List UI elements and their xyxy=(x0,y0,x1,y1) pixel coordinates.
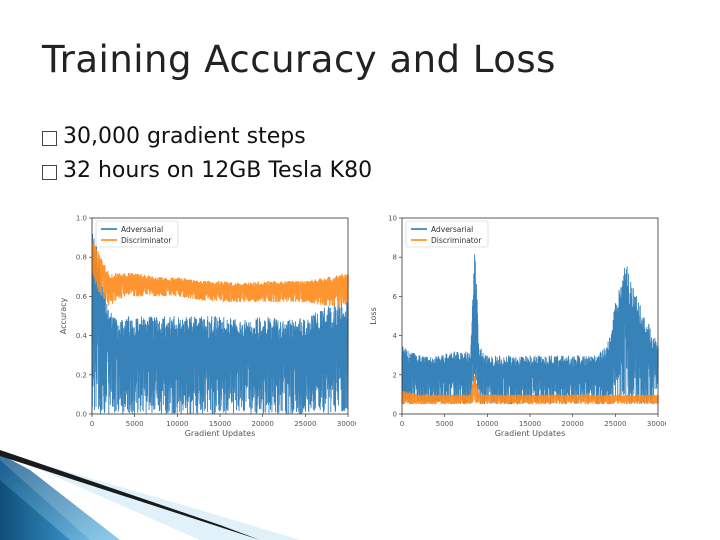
y-tick-label: 0.8 xyxy=(76,254,87,262)
y-tick-label: 6 xyxy=(393,293,398,301)
bullet-text: 32 hours on 12GB Tesla K80 xyxy=(63,158,373,183)
x-tick-label: 20000 xyxy=(252,420,274,428)
y-tick-label: 10 xyxy=(388,215,397,223)
legend: Adversarial Discriminator xyxy=(405,220,489,248)
y-tick-label: 8 xyxy=(393,254,397,262)
x-tick-label: 25000 xyxy=(604,420,626,428)
x-tick-label: 15000 xyxy=(519,420,541,428)
legend-label-discriminator: Discriminator xyxy=(121,236,172,245)
bullet-text: 30,000 gradient steps xyxy=(63,124,306,149)
checkbox-bullet-icon xyxy=(42,130,57,146)
bullet-list: 30,000 gradient steps 32 hours on 12GB T… xyxy=(42,120,372,188)
legend-label-adversarial: Adversarial xyxy=(121,225,163,234)
y-tick-label: 0 xyxy=(393,411,397,419)
y-tick-label: 0.4 xyxy=(76,332,88,340)
y-tick-label: 0.2 xyxy=(76,371,87,379)
x-axis-label: Gradient Updates xyxy=(185,429,256,438)
y-axis-label: Accuracy xyxy=(59,297,68,334)
y-tick-label: 4 xyxy=(393,332,398,340)
x-tick-label: 10000 xyxy=(166,420,188,428)
checkbox-bullet-icon xyxy=(42,164,57,180)
y-tick-label: 0.0 xyxy=(76,411,87,419)
series-adversarial-line xyxy=(401,254,659,405)
x-tick-label: 10000 xyxy=(476,420,498,428)
x-tick-label: 5000 xyxy=(126,420,144,428)
x-tick-label: 5000 xyxy=(436,420,454,428)
x-axis-label: Gradient Updates xyxy=(495,429,566,438)
x-tick-label: 0 xyxy=(400,420,404,428)
series-discriminator-line xyxy=(91,241,349,307)
legend: Adversarial Discriminator xyxy=(95,220,179,248)
slide-title: Training Accuracy and Loss xyxy=(42,38,556,81)
y-tick-label: 2 xyxy=(393,371,397,379)
legend-label-adversarial: Adversarial xyxy=(431,225,473,234)
x-tick-label: 25000 xyxy=(294,420,316,428)
x-tick-label: 0 xyxy=(90,420,94,428)
x-tick-label: 15000 xyxy=(209,420,231,428)
slide-corner-decoration xyxy=(0,450,300,540)
y-tick-label: 0.6 xyxy=(76,293,88,301)
legend-label-discriminator: Discriminator xyxy=(431,236,482,245)
y-tick-label: 1.0 xyxy=(76,215,87,223)
y-axis-label: Loss xyxy=(369,307,378,325)
series-adversarial-line xyxy=(91,233,349,415)
bullet-item: 30,000 gradient steps xyxy=(42,120,372,154)
series-discriminator-line xyxy=(401,376,659,405)
bullet-item: 32 hours on 12GB Tesla K80 xyxy=(42,154,372,188)
x-tick-label: 20000 xyxy=(562,420,584,428)
